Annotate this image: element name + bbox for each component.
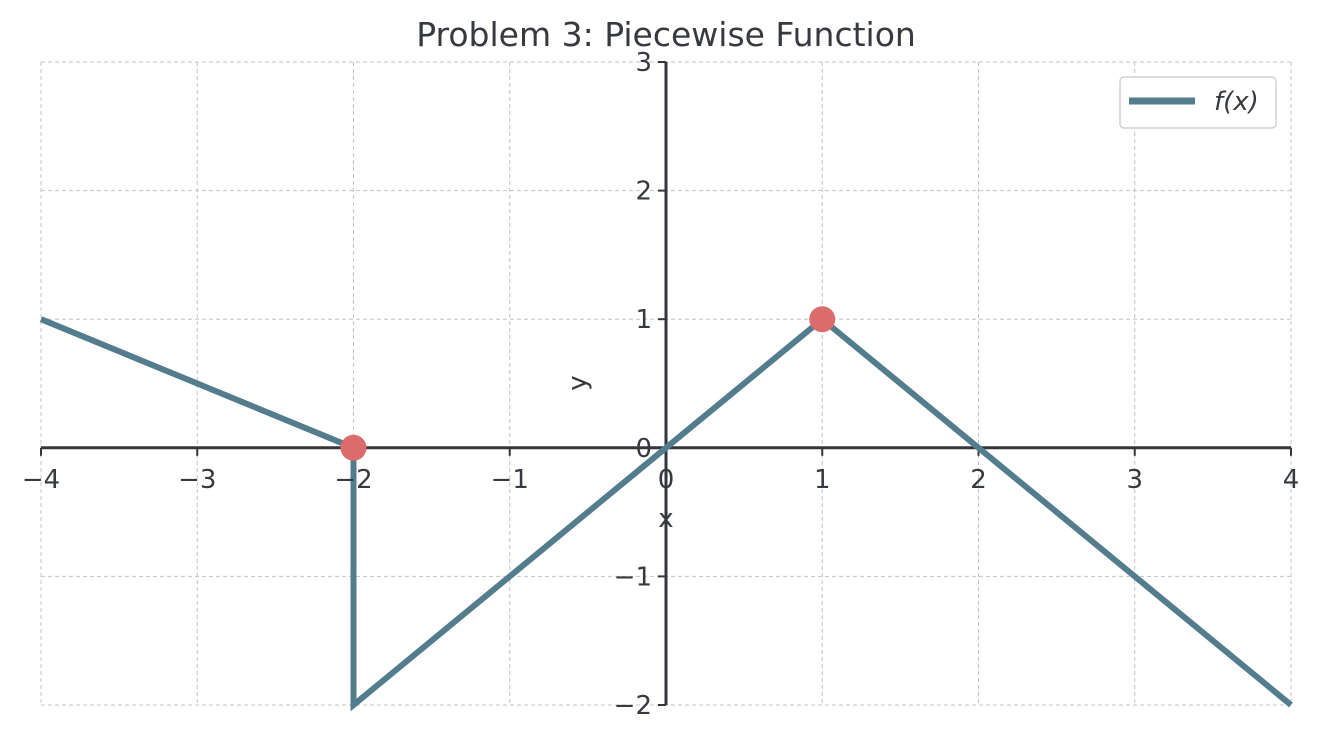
x-tick-label-5: 1 xyxy=(814,465,831,495)
x-tick-label-1: −3 xyxy=(178,465,216,495)
x-axis-label: x xyxy=(658,504,673,534)
y-tick-label-2: 0 xyxy=(635,434,652,464)
y-tick-label-4: 2 xyxy=(635,177,652,207)
chart-title: Problem 3: Piecewise Function xyxy=(416,15,916,54)
legend: f(x) xyxy=(1119,76,1277,129)
x-tick-label-6: 2 xyxy=(970,465,987,495)
series-line-f xyxy=(39,315,1293,712)
y-tick-label-3: 1 xyxy=(635,305,652,335)
x-tick-label-2: −2 xyxy=(334,465,372,495)
y-tick-label-1: −1 xyxy=(614,562,652,592)
x-tick-label-8: 4 xyxy=(1283,465,1300,495)
y-tick-label-0: −2 xyxy=(614,691,652,721)
y-tick-label-5: 3 xyxy=(635,48,652,78)
x-tick-label-7: 3 xyxy=(1126,465,1143,495)
series-layer xyxy=(39,315,1293,712)
tick-labels: −4 −3 −2 −1 0 1 2 3 4 −2 −1 0 1 2 3 xyxy=(22,48,1299,721)
x-tick-label-3: −1 xyxy=(491,465,529,495)
legend-label-f: f(x) xyxy=(1214,87,1259,117)
highlight-points xyxy=(340,306,836,461)
x-tick-label-0: −4 xyxy=(22,465,60,495)
axes xyxy=(40,61,1292,706)
highlight-point-1 xyxy=(809,306,836,333)
highlight-point-0 xyxy=(340,434,367,461)
legend-box xyxy=(1119,76,1277,129)
y-axis-label: y xyxy=(563,375,593,390)
x-tick-label-4: 0 xyxy=(658,465,675,495)
